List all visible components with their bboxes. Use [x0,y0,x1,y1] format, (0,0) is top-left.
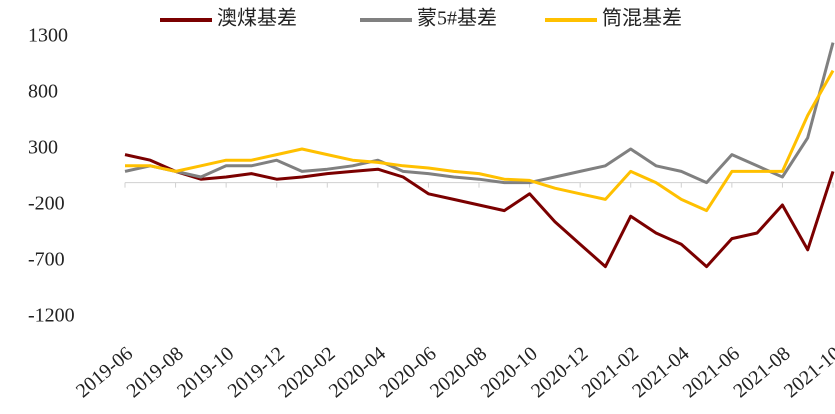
x-tick-label: 2021-04 [628,342,693,402]
x-tick-label: 2019-08 [123,342,188,402]
series-line [124,42,835,185]
y-tick-label: 300 [28,137,58,159]
x-tick-label: 2019-10 [173,342,238,402]
legend-label: 澳煤基差 [217,7,297,30]
y-tick-label: -700 [28,249,65,271]
series-line [124,153,835,269]
x-tick-label: 2020-12 [527,342,592,402]
x-tick-label: 2019-06 [72,342,137,402]
x-tick-label: 2020-04 [325,342,390,402]
x-tick-label: 2020-06 [375,342,440,402]
series-line [125,69,835,213]
x-tick-label: 2021-02 [578,342,643,402]
x-tick-label: 2020-10 [477,342,542,402]
y-tick-label: 800 [28,81,58,103]
y-tick-label: -200 [28,193,65,215]
x-tick-label: 2021-08 [729,342,794,402]
y-tick-label: 1300 [28,25,68,47]
x-tick-label: 2019-12 [224,342,289,402]
x-tick-label: 2021-06 [679,342,744,402]
x-tick-label: 2020-02 [274,342,339,402]
x-tick-label: 2020-08 [426,342,491,402]
legend-label: 蒙5#基差 [417,7,497,30]
legend-label: 筒混基差 [602,7,682,30]
y-tick-label: -1200 [28,305,75,327]
x-tick-label: 2021-10 [780,342,835,402]
